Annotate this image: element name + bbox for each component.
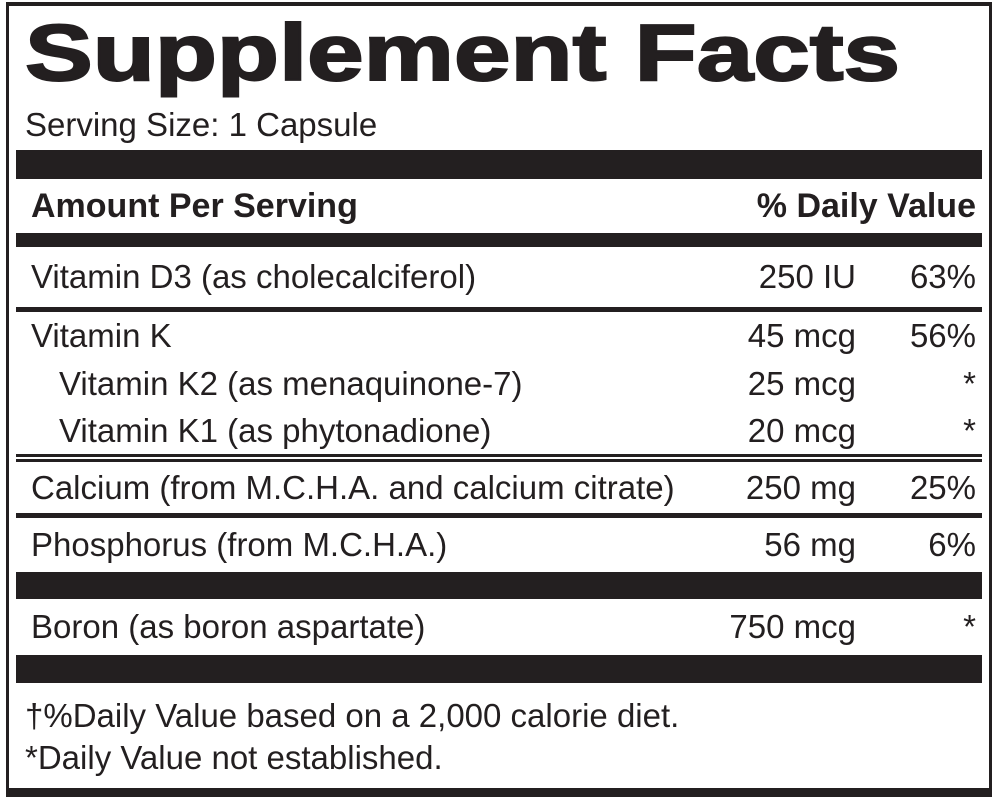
nutrient-amount: 45 mcg: [747, 317, 856, 354]
nutrient-name: Vitamin K1 (as phytonadione): [59, 411, 492, 449]
nutrient-name: Calcium (from M.C.H.A. and calcium citra…: [31, 468, 675, 506]
panel-title-wrap: Supplement Facts: [16, 6, 982, 100]
nutrient-daily-value: *: [963, 364, 976, 402]
nutrient-row-vitamin-k1: Vitamin K1 (as phytonadione) 20 mcg *: [16, 407, 982, 454]
column-header-amount: Amount Per Serving: [31, 186, 358, 225]
thick-divider-top: [16, 150, 982, 179]
nutrient-amount: 250 mg: [745, 468, 856, 506]
column-header-daily-value: % Daily Value: [756, 186, 976, 225]
panel-title: Supplement Facts: [24, 8, 902, 97]
thick-divider-mid: [16, 572, 982, 599]
footnotes: †%Daily Value based on a 2,000 calorie d…: [16, 683, 982, 779]
nutrient-row-calcium: Calcium (from M.C.H.A. and calcium citra…: [16, 462, 982, 513]
nutrient-amount: 56 mg: [764, 526, 856, 563]
serving-size: Serving Size: 1 Capsule: [25, 106, 378, 143]
nutrient-amount: 20 mcg: [747, 411, 856, 449]
nutrient-daily-value: *: [963, 608, 976, 645]
nutrient-row-phosphorus: Phosphorus (from M.C.H.A.) 56 mg 6%: [16, 518, 982, 572]
nutrient-name: Vitamin K2 (as menaquinone-7): [59, 364, 523, 402]
medium-divider-header: [16, 233, 982, 247]
double-rule-divider: [16, 454, 982, 462]
nutrient-daily-value: 25%: [909, 468, 976, 506]
nutrient-name: Boron (as boron aspartate): [31, 608, 426, 645]
nutrient-daily-value: 63%: [909, 258, 976, 295]
nutrient-daily-value: 6%: [928, 526, 976, 563]
nutrient-daily-value: *: [963, 411, 976, 449]
thick-divider-bottom: [16, 655, 982, 683]
nutrient-amount: 250 IU: [758, 258, 856, 295]
nutrient-amount: 25 mcg: [747, 364, 856, 402]
table-header-row: Amount Per Serving % Daily Value: [16, 179, 982, 233]
nutrient-name: Vitamin K: [31, 317, 172, 354]
thin-divider: [16, 513, 982, 518]
footnote-daily-value-basis: †%Daily Value based on a 2,000 calorie d…: [25, 697, 680, 734]
nutrient-amount: 750 mcg: [729, 608, 856, 645]
thin-divider: [16, 307, 982, 312]
nutrient-row-vitamin-d3: Vitamin D3 (as cholecalciferol) 250 IU 6…: [16, 247, 982, 307]
nutrient-row-vitamin-k2: Vitamin K2 (as menaquinone-7) 25 mcg *: [16, 360, 982, 407]
nutrient-daily-value: 56%: [909, 317, 976, 354]
nutrient-row-vitamin-k: Vitamin K 45 mcg 56%: [16, 312, 982, 360]
supplement-facts-panel: Supplement Facts Serving Size: 1 Capsule…: [6, 2, 992, 797]
nutrient-row-boron: Boron (as boron aspartate) 750 mcg *: [16, 599, 982, 655]
footnote-not-established: *Daily Value not established.: [25, 739, 443, 777]
nutrient-name: Vitamin D3 (as cholecalciferol): [31, 258, 477, 295]
nutrient-name: Phosphorus (from M.C.H.A.): [31, 526, 448, 563]
